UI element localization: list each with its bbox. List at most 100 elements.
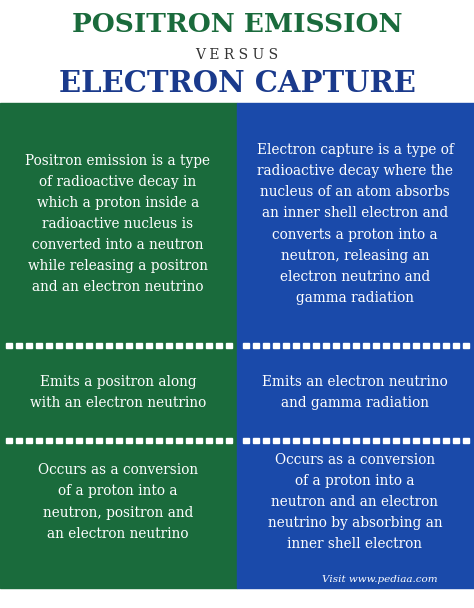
Bar [373,438,379,443]
Bar [383,438,389,443]
Bar [243,342,249,348]
Bar [26,342,32,348]
Bar [443,342,449,348]
Bar [156,438,162,443]
Bar [463,342,469,348]
Bar [433,438,439,443]
Bar [237,103,474,588]
Bar [333,342,339,348]
Bar [273,438,279,443]
Bar [293,342,299,348]
Bar [46,342,52,348]
Bar [243,438,249,443]
Bar [66,438,72,443]
Bar [226,342,232,348]
Bar [76,342,82,348]
Bar [206,438,212,443]
Text: Emits a positron along
with an electron neutrino: Emits a positron along with an electron … [30,375,206,410]
Bar [0,103,237,588]
Bar [353,438,359,443]
Bar [176,342,182,348]
Bar [363,438,369,443]
Bar [343,438,349,443]
Bar [393,342,399,348]
Bar [86,438,92,443]
Bar [6,342,12,348]
Bar [46,438,52,443]
Bar [226,438,232,443]
Bar [166,342,172,348]
Bar [343,342,349,348]
Bar [313,438,319,443]
Bar [26,438,32,443]
Text: ELECTRON CAPTURE: ELECTRON CAPTURE [59,69,415,97]
Bar [186,342,192,348]
Text: Electron capture is a type of
radioactive decay where the
nucleus of an atom abs: Electron capture is a type of radioactiv… [256,143,454,305]
Bar [216,438,222,443]
Text: Visit www.pediaa.com: Visit www.pediaa.com [322,576,438,584]
Bar [363,342,369,348]
Bar [76,438,82,443]
Bar [413,342,419,348]
Bar [56,342,62,348]
Bar [453,438,459,443]
Bar [176,438,182,443]
Bar [126,438,132,443]
Bar [393,438,399,443]
Bar [116,342,122,348]
Text: Positron emission is a type
of radioactive decay in
which a proton inside a
radi: Positron emission is a type of radioacti… [26,154,210,294]
Bar [273,342,279,348]
Bar [146,438,152,443]
Bar [253,438,259,443]
Bar [16,438,22,443]
Text: Occurs as a conversion
of a proton into a
neutron, positron and
an electron neut: Occurs as a conversion of a proton into … [38,463,198,541]
Bar [0,0,474,103]
Bar [126,342,132,348]
Bar [6,438,12,443]
Bar [96,342,102,348]
Bar [333,438,339,443]
Bar [413,438,419,443]
Bar [196,438,202,443]
Bar [433,342,439,348]
Bar [96,438,102,443]
Bar [186,438,192,443]
Bar [293,438,299,443]
Bar [66,342,72,348]
Bar [403,342,409,348]
Bar [373,342,379,348]
Bar [323,342,329,348]
Bar [263,438,269,443]
Bar [206,342,212,348]
Bar [313,342,319,348]
Bar [156,342,162,348]
Bar [443,438,449,443]
Text: V E R S U S: V E R S U S [195,48,279,62]
Bar [136,438,142,443]
Bar [16,342,22,348]
Bar [323,438,329,443]
Bar [403,438,409,443]
Bar [303,438,309,443]
Bar [283,342,289,348]
Bar [283,438,289,443]
Bar [263,342,269,348]
Bar [146,342,152,348]
Bar [423,438,429,443]
Text: Emits an electron neutrino
and gamma radiation: Emits an electron neutrino and gamma rad… [262,375,448,410]
Bar [166,438,172,443]
Bar [303,342,309,348]
Text: Occurs as a conversion
of a proton into a
neutron and an electron
neutrino by ab: Occurs as a conversion of a proton into … [268,453,442,551]
Bar [56,438,62,443]
Bar [106,342,112,348]
Text: POSITRON EMISSION: POSITRON EMISSION [72,12,402,36]
Bar [353,342,359,348]
Bar [196,342,202,348]
Bar [383,342,389,348]
Bar [253,342,259,348]
Bar [216,342,222,348]
Bar [36,342,42,348]
Bar [86,342,92,348]
Bar [136,342,142,348]
Bar [36,438,42,443]
